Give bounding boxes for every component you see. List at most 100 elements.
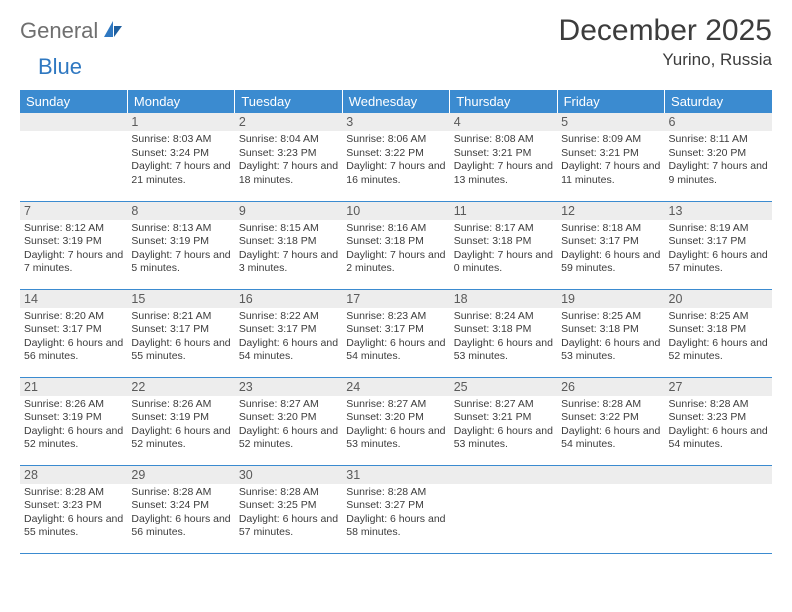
- day-details: Sunrise: 8:15 AMSunset: 3:18 PMDaylight:…: [239, 222, 338, 277]
- day-number: 2: [235, 113, 342, 131]
- calendar-table: Sunday Monday Tuesday Wednesday Thursday…: [20, 90, 772, 554]
- sunrise-text: Sunrise: 8:27 AM: [454, 398, 553, 412]
- weekday-header: Friday: [557, 90, 664, 113]
- daylight-text: Daylight: 6 hours and 52 minutes.: [131, 425, 230, 452]
- sunrise-text: Sunrise: 8:16 AM: [346, 222, 445, 236]
- day-number: 14: [20, 290, 127, 308]
- day-number: 19: [557, 290, 664, 308]
- day-details: Sunrise: 8:04 AMSunset: 3:23 PMDaylight:…: [239, 133, 338, 188]
- calendar-day-cell: 12Sunrise: 8:18 AMSunset: 3:17 PMDayligh…: [557, 201, 664, 289]
- sunrise-text: Sunrise: 8:26 AM: [131, 398, 230, 412]
- day-details: Sunrise: 8:11 AMSunset: 3:20 PMDaylight:…: [669, 133, 768, 188]
- weekday-header: Wednesday: [342, 90, 449, 113]
- calendar-day-cell: 16Sunrise: 8:22 AMSunset: 3:17 PMDayligh…: [235, 289, 342, 377]
- calendar-day-cell: 25Sunrise: 8:27 AMSunset: 3:21 PMDayligh…: [450, 377, 557, 465]
- daylight-text: Daylight: 7 hours and 18 minutes.: [239, 160, 338, 187]
- location-label: Yurino, Russia: [559, 50, 772, 70]
- sunset-text: Sunset: 3:18 PM: [669, 323, 768, 337]
- calendar-week-row: 7 Sunrise: 8:12 AMSunset: 3:19 PMDaylight…: [20, 201, 772, 289]
- calendar-week-row: 14 Sunrise: 8:20 AMSunset: 3:17 PMDayligh…: [20, 289, 772, 377]
- day-details: Sunrise: 8:20 AMSunset: 3:17 PMDaylight:…: [24, 310, 123, 365]
- sunrise-text: Sunrise: 8:15 AM: [239, 222, 338, 236]
- sunrise-text: Sunrise: 8:28 AM: [239, 486, 338, 500]
- calendar-day-cell: 30Sunrise: 8:28 AMSunset: 3:25 PMDayligh…: [235, 465, 342, 553]
- day-number: 9: [235, 202, 342, 220]
- daylight-text: Daylight: 6 hours and 53 minutes.: [346, 425, 445, 452]
- weekday-header: Sunday: [20, 90, 127, 113]
- sunset-text: Sunset: 3:17 PM: [669, 235, 768, 249]
- calendar-day-cell: 23Sunrise: 8:27 AMSunset: 3:20 PMDayligh…: [235, 377, 342, 465]
- calendar-day-cell: 27Sunrise: 8:28 AMSunset: 3:23 PMDayligh…: [665, 377, 772, 465]
- sunset-text: Sunset: 3:25 PM: [239, 499, 338, 513]
- calendar-day-cell: [450, 465, 557, 553]
- daylight-text: Daylight: 6 hours and 56 minutes.: [24, 337, 123, 364]
- daylight-text: Daylight: 6 hours and 53 minutes.: [454, 337, 553, 364]
- calendar-day-cell: 8Sunrise: 8:13 AMSunset: 3:19 PMDaylight…: [127, 201, 234, 289]
- calendar-day-cell: 13Sunrise: 8:19 AMSunset: 3:17 PMDayligh…: [665, 201, 772, 289]
- day-number: 15: [127, 290, 234, 308]
- sunset-text: Sunset: 3:24 PM: [131, 499, 230, 513]
- sunrise-text: Sunrise: 8:12 AM: [24, 222, 123, 236]
- day-details: Sunrise: 8:28 AMSunset: 3:23 PMDaylight:…: [24, 486, 123, 541]
- sunset-text: Sunset: 3:23 PM: [239, 147, 338, 161]
- day-number: 7: [20, 202, 127, 220]
- sunrise-text: Sunrise: 8:25 AM: [561, 310, 660, 324]
- sunset-text: Sunset: 3:17 PM: [346, 323, 445, 337]
- calendar-day-cell: [665, 465, 772, 553]
- title-block: December 2025 Yurino, Russia: [559, 14, 772, 70]
- sunset-text: Sunset: 3:22 PM: [346, 147, 445, 161]
- daylight-text: Daylight: 7 hours and 9 minutes.: [669, 160, 768, 187]
- sunset-text: Sunset: 3:20 PM: [346, 411, 445, 425]
- daylight-text: Daylight: 6 hours and 52 minutes.: [239, 425, 338, 452]
- day-details: Sunrise: 8:26 AMSunset: 3:19 PMDaylight:…: [24, 398, 123, 453]
- sunrise-text: Sunrise: 8:28 AM: [669, 398, 768, 412]
- daylight-text: Daylight: 6 hours and 54 minutes.: [669, 425, 768, 452]
- calendar-day-cell: 3 Sunrise: 8:06 AMSunset: 3:22 PMDaylight…: [342, 113, 449, 201]
- calendar-day-cell: 17Sunrise: 8:23 AMSunset: 3:17 PMDayligh…: [342, 289, 449, 377]
- sunrise-text: Sunrise: 8:18 AM: [561, 222, 660, 236]
- day-number: 29: [127, 466, 234, 484]
- sunset-text: Sunset: 3:17 PM: [239, 323, 338, 337]
- sunrise-text: Sunrise: 8:03 AM: [131, 133, 230, 147]
- day-number: [557, 466, 664, 484]
- sunrise-text: Sunrise: 8:13 AM: [131, 222, 230, 236]
- day-details: Sunrise: 8:28 AMSunset: 3:24 PMDaylight:…: [131, 486, 230, 541]
- sunrise-text: Sunrise: 8:21 AM: [131, 310, 230, 324]
- calendar-day-cell: 21Sunrise: 8:26 AMSunset: 3:19 PMDayligh…: [20, 377, 127, 465]
- day-number: 28: [20, 466, 127, 484]
- calendar-day-cell: 6Sunrise: 8:11 AMSunset: 3:20 PMDaylight…: [665, 113, 772, 201]
- day-details: Sunrise: 8:24 AMSunset: 3:18 PMDaylight:…: [454, 310, 553, 365]
- sunrise-text: Sunrise: 8:22 AM: [239, 310, 338, 324]
- calendar-day-cell: 1Sunrise: 8:03 AMSunset: 3:24 PMDaylight…: [127, 113, 234, 201]
- sunrise-text: Sunrise: 8:28 AM: [131, 486, 230, 500]
- sunrise-text: Sunrise: 8:17 AM: [454, 222, 553, 236]
- sunset-text: Sunset: 3:18 PM: [239, 235, 338, 249]
- day-details: Sunrise: 8:06 AMSunset: 3:22 PMDaylight:…: [346, 133, 445, 188]
- day-details: Sunrise: 8:27 AMSunset: 3:20 PMDaylight:…: [239, 398, 338, 453]
- calendar-day-cell: 29 Sunrise: 8:28 AMSunset: 3:24 PMDayligh…: [127, 465, 234, 553]
- calendar-week-row: 21Sunrise: 8:26 AMSunset: 3:19 PMDayligh…: [20, 377, 772, 465]
- day-details: Sunrise: 8:12 AMSunset: 3:19 PMDaylight:…: [24, 222, 123, 277]
- weekday-header: Saturday: [665, 90, 772, 113]
- daylight-text: Daylight: 7 hours and 5 minutes.: [131, 249, 230, 276]
- day-number: 11: [450, 202, 557, 220]
- calendar-week-row: 1Sunrise: 8:03 AMSunset: 3:24 PMDaylight…: [20, 113, 772, 201]
- day-number: 3: [342, 113, 449, 131]
- day-number: 30: [235, 466, 342, 484]
- calendar-header: Sunday Monday Tuesday Wednesday Thursday…: [20, 90, 772, 113]
- daylight-text: Daylight: 7 hours and 21 minutes.: [131, 160, 230, 187]
- daylight-text: Daylight: 7 hours and 13 minutes.: [454, 160, 553, 187]
- sunset-text: Sunset: 3:17 PM: [24, 323, 123, 337]
- calendar-week-row: 28 Sunrise: 8:28 AMSunset: 3:23 PMDayligh…: [20, 465, 772, 553]
- sunset-text: Sunset: 3:21 PM: [561, 147, 660, 161]
- daylight-text: Daylight: 6 hours and 54 minutes.: [239, 337, 338, 364]
- day-number: [20, 113, 127, 131]
- brand-text-blue: Blue: [38, 54, 82, 80]
- daylight-text: Daylight: 7 hours and 16 minutes.: [346, 160, 445, 187]
- day-number: 20: [665, 290, 772, 308]
- daylight-text: Daylight: 7 hours and 11 minutes.: [561, 160, 660, 187]
- day-number: [665, 466, 772, 484]
- daylight-text: Daylight: 6 hours and 54 minutes.: [346, 337, 445, 364]
- day-details: Sunrise: 8:28 AMSunset: 3:27 PMDaylight:…: [346, 486, 445, 541]
- daylight-text: Daylight: 7 hours and 7 minutes.: [24, 249, 123, 276]
